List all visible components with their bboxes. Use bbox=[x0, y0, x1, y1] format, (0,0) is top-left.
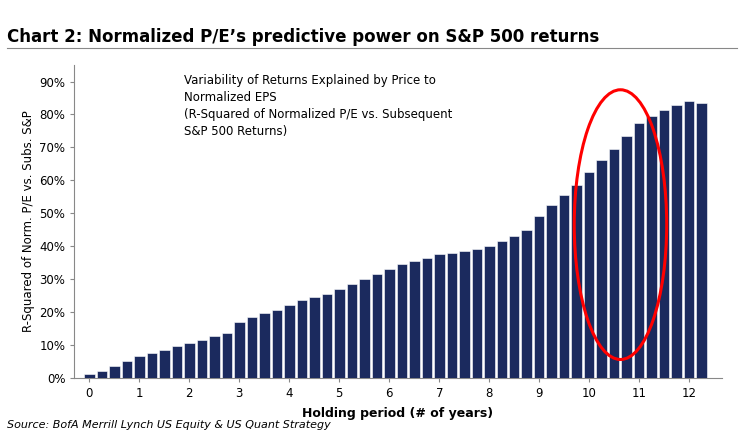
Bar bbox=[534, 217, 545, 378]
Bar bbox=[234, 322, 245, 378]
Bar bbox=[647, 116, 657, 378]
Bar bbox=[584, 172, 594, 378]
Bar bbox=[446, 253, 457, 378]
Bar bbox=[184, 343, 195, 378]
Bar bbox=[634, 123, 644, 378]
Bar bbox=[297, 300, 307, 378]
Bar bbox=[284, 305, 295, 378]
Bar bbox=[659, 109, 670, 378]
Bar bbox=[384, 269, 394, 378]
Bar bbox=[147, 353, 157, 378]
Bar bbox=[309, 297, 320, 378]
Bar bbox=[134, 356, 144, 378]
Bar bbox=[459, 251, 469, 378]
Bar bbox=[272, 310, 282, 378]
Bar bbox=[509, 236, 519, 378]
Bar bbox=[84, 374, 94, 378]
Bar bbox=[259, 313, 269, 378]
Bar bbox=[496, 241, 507, 378]
Bar bbox=[109, 366, 120, 378]
Bar bbox=[397, 264, 407, 378]
Bar bbox=[597, 161, 607, 378]
Bar bbox=[422, 257, 432, 378]
Bar bbox=[246, 317, 257, 378]
Bar bbox=[159, 350, 170, 378]
Bar bbox=[321, 294, 332, 378]
Bar bbox=[671, 105, 682, 378]
Bar bbox=[696, 103, 707, 378]
Bar bbox=[547, 205, 557, 378]
Bar bbox=[121, 361, 132, 378]
Bar bbox=[209, 336, 219, 378]
Bar bbox=[222, 333, 232, 378]
Text: Chart 2: Normalized P/E’s predictive power on S&P 500 returns: Chart 2: Normalized P/E’s predictive pow… bbox=[7, 28, 600, 46]
Bar bbox=[371, 274, 382, 378]
Bar bbox=[609, 149, 620, 378]
Bar bbox=[97, 371, 107, 378]
Bar bbox=[484, 246, 495, 378]
X-axis label: Holding period (# of years): Holding period (# of years) bbox=[303, 407, 493, 420]
Bar bbox=[334, 289, 344, 378]
Bar bbox=[434, 254, 444, 378]
Bar bbox=[559, 195, 569, 378]
Bar bbox=[684, 101, 694, 378]
Bar bbox=[172, 346, 182, 378]
Bar bbox=[621, 136, 632, 378]
Text: Variability of Returns Explained by Price to
Normalized EPS
(R-Squared of Normal: Variability of Returns Explained by Pric… bbox=[185, 75, 453, 138]
Bar bbox=[196, 340, 207, 378]
Bar bbox=[409, 261, 420, 378]
Bar bbox=[571, 185, 582, 378]
Bar bbox=[359, 279, 370, 378]
Text: Source: BofA Merrill Lynch US Equity & US Quant Strategy: Source: BofA Merrill Lynch US Equity & U… bbox=[7, 420, 331, 430]
Bar bbox=[472, 249, 482, 378]
Bar bbox=[347, 284, 357, 378]
Y-axis label: R-Squared of Norm. P/E vs. Subs. S&P: R-Squared of Norm. P/E vs. Subs. S&P bbox=[22, 111, 35, 332]
Bar bbox=[522, 230, 532, 378]
